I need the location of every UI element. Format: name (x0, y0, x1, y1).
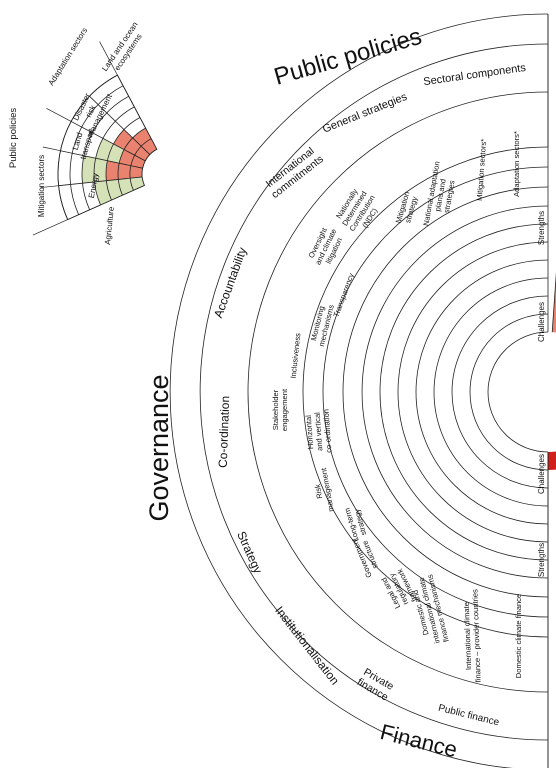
inclusiveness-label: Inclusiveness (289, 332, 303, 378)
nap-label: National adaptationplans andstrategies (421, 161, 459, 230)
inset-agriculture-label: Agriculture (103, 206, 116, 246)
inset-ring (81, 95, 129, 210)
challenges-bottom-label: Challenges (537, 454, 546, 494)
monitoring-label: Monitoringmechanisms (308, 301, 336, 347)
horizontal-label: Horizontaland verticalco-ordination (303, 409, 333, 455)
inset-adaptation-sectors-label: Adaptation sectors (47, 26, 90, 87)
mitigation-sectors-label: Mitigation sectors* (475, 139, 488, 202)
accountability-label: Accountability (211, 245, 249, 319)
inset-cell (132, 128, 157, 155)
international-commitments-label: Internationalcommitments (262, 144, 326, 201)
inset-cell (113, 129, 150, 161)
inset-spoke (70, 121, 146, 162)
private-finance-label: Privatefinance (355, 666, 396, 704)
inset-ring (93, 106, 135, 206)
public-policies-label: Public policies (271, 23, 425, 91)
mitigation-strategy-label: Mitigationstrategy (394, 190, 420, 226)
stakeholder-label: Stakeholderengagement (271, 388, 289, 431)
sectors-inset (32, 41, 158, 236)
sectoral-components-label: Sectoral components (423, 62, 527, 88)
ring (361, 205, 549, 579)
inset-spoke (89, 95, 151, 155)
inset-label-line (46, 107, 72, 122)
intl-finance-label: International climatefinance – provider … (461, 589, 482, 683)
inset-cell (119, 149, 146, 169)
domestic-intl-label: Domestic andinternational climatefinance… (408, 573, 451, 647)
gov-structure-label: Governmentstructure (349, 533, 382, 579)
ring (415, 259, 549, 525)
inset-cell (82, 155, 108, 184)
inset-ring (129, 138, 152, 191)
ring (433, 277, 549, 507)
inset-cell (106, 160, 143, 181)
inset-mitigation-sectors-label: Mitigation sectors (37, 155, 46, 217)
domestic-finance-label: Domestic climate finance (514, 594, 523, 678)
ndc-label: NationallyDeterminedContribution(NDC) (332, 184, 384, 238)
wheel-cell (548, 451, 556, 470)
spoke (551, 271, 556, 333)
inset-ring (117, 127, 146, 196)
ring (247, 91, 549, 693)
inset-ring (141, 148, 158, 186)
inset-spoke (58, 176, 143, 187)
inset-ring (105, 117, 141, 201)
ring (302, 146, 549, 638)
inset-label-line (42, 146, 61, 152)
wheel-rings (169, 13, 549, 768)
transparency-label: Transparency (332, 272, 356, 319)
inset-spoke (117, 74, 158, 150)
ring (379, 223, 549, 561)
inset-spoke (60, 150, 143, 169)
inset-cell (95, 138, 125, 164)
coordination-label: Co-ordination (216, 396, 233, 468)
oversight-label: Oversightand climatelitigation (305, 223, 346, 270)
adaptation-sectors-label: Adaptation sectors* (512, 131, 521, 197)
risk-label: Riskmanagement (310, 466, 336, 514)
strengths-top-label: Strengths (537, 211, 546, 245)
strengths-bottom-label: Strengths (537, 543, 546, 577)
inset-energy-label: Energy (87, 172, 100, 199)
ring (169, 13, 549, 768)
wheel-cells (548, 14, 556, 768)
inset-ring (57, 74, 118, 220)
challenges-top-label: Challenges (537, 302, 546, 342)
ring (451, 295, 549, 489)
inset-land-ocean-label: Land and oceanecosystems (100, 20, 148, 78)
ring (469, 313, 549, 471)
ring (487, 331, 549, 453)
ring (342, 186, 549, 598)
general-strategies-label: General strategies (321, 91, 409, 136)
wheel-spokes (547, 14, 556, 768)
ring (199, 43, 549, 741)
ring (322, 166, 549, 618)
inset-public-policies-label: Public policies (8, 108, 19, 168)
institutionalisation-label: Institutionalisation (272, 604, 342, 688)
inset-ring (69, 85, 124, 215)
wheel-background (548, 14, 556, 768)
legal-label: Legal andregulatoryframework (379, 567, 419, 611)
ring (397, 241, 549, 543)
finance-label: Finance (378, 719, 460, 762)
item-labels: NationallyDeterminedContribution(NDC) Mi… (271, 131, 523, 683)
inset-label-line (99, 41, 118, 76)
inset-label-line (32, 219, 68, 236)
governance-label: Governance (144, 374, 174, 521)
inset-spoke (67, 185, 145, 220)
inset-cell (118, 176, 145, 196)
inset-label-line (40, 185, 59, 188)
